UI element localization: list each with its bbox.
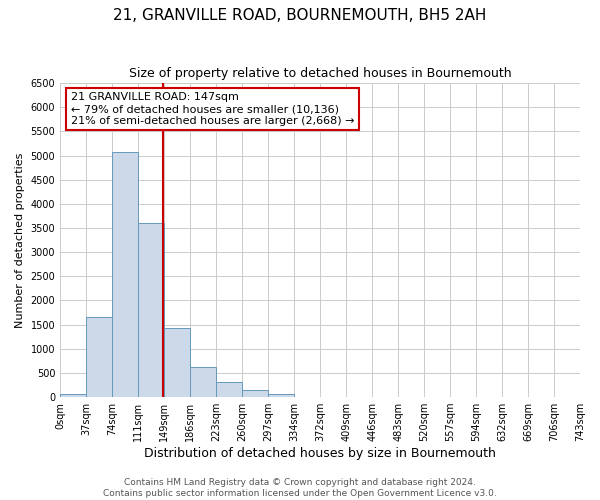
Bar <box>60 394 86 397</box>
X-axis label: Distribution of detached houses by size in Bournemouth: Distribution of detached houses by size … <box>144 447 496 460</box>
Text: 21, GRANVILLE ROAD, BOURNEMOUTH, BH5 2AH: 21, GRANVILLE ROAD, BOURNEMOUTH, BH5 2AH <box>113 8 487 22</box>
Bar <box>216 382 242 397</box>
Bar <box>190 367 216 397</box>
Bar <box>86 318 112 397</box>
Bar <box>138 223 164 397</box>
Bar <box>268 394 294 397</box>
Text: 21 GRANVILLE ROAD: 147sqm
← 79% of detached houses are smaller (10,136)
21% of s: 21 GRANVILLE ROAD: 147sqm ← 79% of detac… <box>71 92 354 126</box>
Bar <box>164 328 190 397</box>
Bar <box>242 390 268 397</box>
Bar <box>112 152 138 397</box>
Text: Contains HM Land Registry data © Crown copyright and database right 2024.
Contai: Contains HM Land Registry data © Crown c… <box>103 478 497 498</box>
Title: Size of property relative to detached houses in Bournemouth: Size of property relative to detached ho… <box>129 68 511 80</box>
Y-axis label: Number of detached properties: Number of detached properties <box>15 152 25 328</box>
